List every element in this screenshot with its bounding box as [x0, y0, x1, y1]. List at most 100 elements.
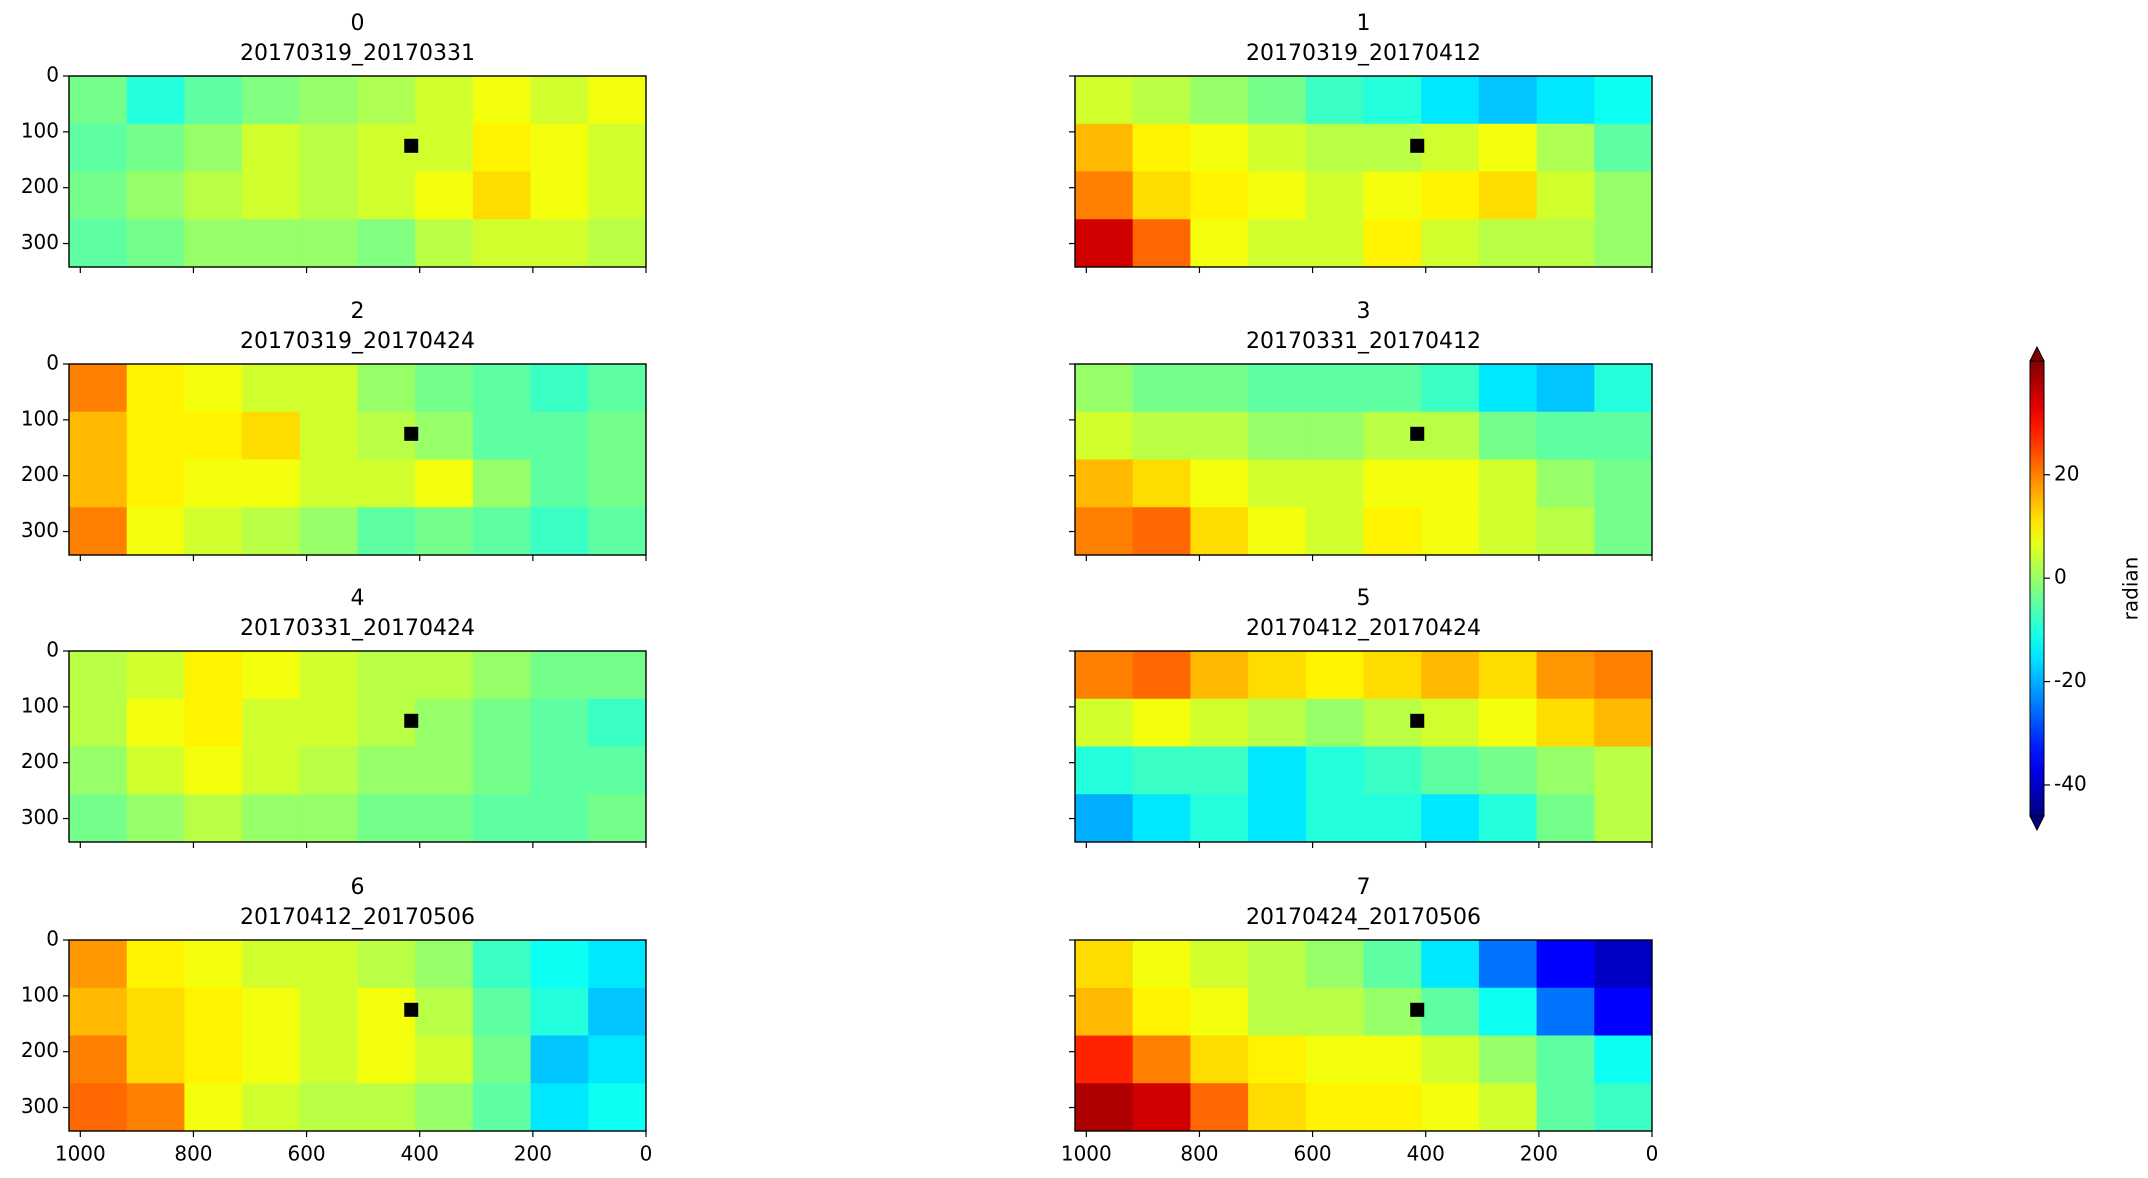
heatmap-cell: [69, 76, 128, 125]
heatmap-cell: [69, 364, 128, 413]
heatmap-cell: [1132, 940, 1191, 989]
heatmap-cell: [242, 364, 301, 413]
colorbar-tick-label: 0: [2054, 565, 2067, 589]
heatmap-cell: [1132, 698, 1191, 747]
colorbar-label: radian: [2119, 557, 2143, 621]
heatmap-cell: [1478, 123, 1538, 172]
reference-point: [1410, 713, 1425, 728]
heatmap-cell: [184, 940, 243, 989]
heatmap-cell: [1305, 123, 1364, 172]
heatmap-cell: [415, 171, 474, 220]
heatmap-cell: [69, 794, 128, 843]
heatmap-cell: [588, 219, 647, 268]
heatmap-cell: [1594, 698, 1653, 747]
heatmap-cell: [69, 1083, 128, 1132]
heatmap-cell: [299, 651, 358, 700]
heatmap-cell: [1421, 123, 1480, 172]
heatmap-cell: [1075, 698, 1134, 747]
heatmap-cell: [415, 219, 474, 268]
heatmap-cell: [1536, 364, 1595, 413]
heatmap-cell: [1132, 794, 1191, 843]
y-tick-label: 100: [21, 406, 59, 430]
heatmap-cell: [1594, 123, 1653, 172]
heatmap-cell: [1363, 507, 1422, 556]
heatmap-cell: [1132, 76, 1191, 125]
heatmap-cell: [69, 1035, 128, 1084]
heatmap-cell: [588, 987, 647, 1036]
heatmap-cell: [1305, 987, 1364, 1036]
heatmap-cell: [242, 1083, 301, 1132]
reference-point: [1410, 138, 1425, 153]
x-tick-label: 200: [514, 1142, 552, 1166]
axes-frame: [1074, 363, 1653, 556]
heatmap-cell: [242, 507, 301, 556]
heatmap-cell: [1248, 507, 1307, 556]
heatmap-cell: [1248, 698, 1307, 747]
heatmap-cell: [1132, 219, 1191, 268]
heatmap-cell: [530, 940, 589, 989]
y-tick-label: 100: [21, 693, 59, 717]
heatmap-cell: [415, 746, 474, 795]
heatmap-cell: [1478, 940, 1538, 989]
heatmap-cell: [1248, 171, 1307, 220]
heatmap-cell: [1594, 1083, 1653, 1132]
heatmap-cell: [1248, 219, 1307, 268]
colorbar-tick-label: 20: [2054, 461, 2079, 485]
heatmap-cell: [1190, 1035, 1249, 1084]
heatmap-cell: [1478, 507, 1538, 556]
heatmap-cell: [1305, 76, 1364, 125]
heatmap-cell: [1190, 219, 1249, 268]
heatmap-cell: [357, 364, 416, 413]
heatmap-cell: [242, 123, 301, 172]
heatmap-cell: [530, 651, 589, 700]
heatmap-cell: [242, 651, 301, 700]
heatmap-cell: [242, 746, 301, 795]
heatmap-cell: [415, 123, 474, 172]
x-tick-label: 600: [287, 1142, 325, 1166]
y-tick-label: 200: [21, 174, 59, 198]
heatmap-cell: [299, 987, 358, 1036]
heatmap-cell: [1594, 507, 1653, 556]
heatmap-cell: [1536, 76, 1595, 125]
heatmap-cell: [69, 698, 128, 747]
heatmap-cell: [1594, 76, 1653, 125]
reference-point: [1410, 1002, 1425, 1017]
heatmap-cell: [472, 746, 532, 795]
heatmap-cell: [415, 364, 474, 413]
heatmap-cell: [357, 1083, 416, 1132]
heatmap-cell: [1363, 219, 1422, 268]
heatmap-cell: [357, 171, 416, 220]
heatmap-cell: [69, 940, 128, 989]
axes-frame: [1074, 650, 1653, 843]
heatmap-cell: [69, 171, 128, 220]
heatmap-cell: [357, 940, 416, 989]
heatmap-cell: [415, 794, 474, 843]
heatmap-cell: [126, 987, 185, 1036]
heatmap-cell: [357, 219, 416, 268]
heatmap-cell: [242, 171, 301, 220]
heatmap-cell: [588, 507, 647, 556]
heatmap-cell: [1594, 794, 1653, 843]
heatmap-cell: [1421, 364, 1480, 413]
heatmap-cell: [530, 507, 589, 556]
heatmap-cell: [472, 987, 532, 1036]
heatmap-cell: [530, 1083, 589, 1132]
heatmap-cell: [1075, 219, 1134, 268]
heatmap-cell: [472, 940, 532, 989]
y-tick-label: 0: [46, 351, 59, 375]
heatmap-cell: [1594, 219, 1653, 268]
heatmap-cell: [126, 219, 185, 268]
heatmap-cell: [1075, 171, 1134, 220]
heatmap-cell: [126, 171, 185, 220]
heatmap-cell: [588, 651, 647, 700]
heatmap-cell: [1536, 794, 1595, 843]
heatmap-cell: [242, 698, 301, 747]
heatmap-cell: [1478, 794, 1538, 843]
heatmap-cell: [1536, 219, 1595, 268]
heatmap-cell: [1075, 507, 1134, 556]
heatmap-cell: [472, 364, 532, 413]
heatmap-cell: [1248, 651, 1307, 700]
panel-title: 20170424_20170506: [1246, 905, 1481, 930]
heatmap-cell: [1075, 364, 1134, 413]
